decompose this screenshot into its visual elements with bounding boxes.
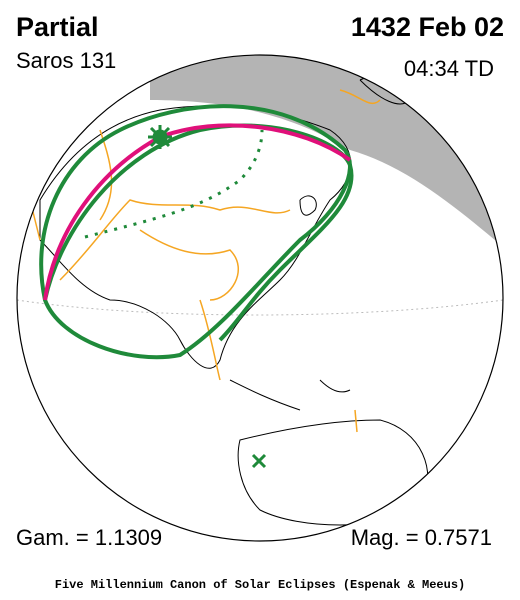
globe-outline (16, 54, 504, 542)
saros: Saros 131 (16, 48, 116, 73)
credit: Five Millennium Canon of Solar Eclipses … (55, 578, 465, 592)
borders (29, 89, 381, 433)
title: Partial (16, 12, 99, 42)
gamma: Gam. = 1.1309 (16, 525, 162, 550)
subsolar-point (251, 453, 267, 469)
magnitude: Mag. = 0.7571 (351, 525, 492, 550)
time: 04:34 TD (404, 56, 494, 81)
greatest-eclipse-point (148, 125, 172, 149)
globe (17, 55, 503, 541)
date: 1432 Feb 02 (351, 12, 504, 42)
